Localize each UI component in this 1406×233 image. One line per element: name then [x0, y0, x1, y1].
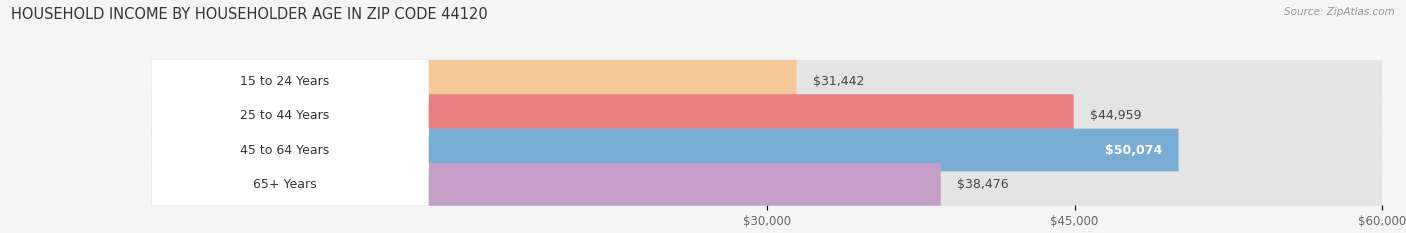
- Text: $38,476: $38,476: [957, 178, 1008, 191]
- Text: HOUSEHOLD INCOME BY HOUSEHOLDER AGE IN ZIP CODE 44120: HOUSEHOLD INCOME BY HOUSEHOLDER AGE IN Z…: [11, 7, 488, 22]
- Text: Source: ZipAtlas.com: Source: ZipAtlas.com: [1284, 7, 1395, 17]
- Text: 25 to 44 Years: 25 to 44 Years: [240, 109, 329, 122]
- FancyBboxPatch shape: [152, 94, 1074, 137]
- FancyBboxPatch shape: [152, 129, 1178, 171]
- Text: $50,074: $50,074: [1105, 144, 1163, 157]
- FancyBboxPatch shape: [152, 60, 429, 103]
- FancyBboxPatch shape: [152, 94, 429, 137]
- Text: $31,442: $31,442: [813, 75, 865, 88]
- FancyBboxPatch shape: [152, 163, 1382, 206]
- FancyBboxPatch shape: [152, 129, 1382, 171]
- FancyBboxPatch shape: [152, 163, 429, 206]
- Text: 65+ Years: 65+ Years: [253, 178, 316, 191]
- FancyBboxPatch shape: [152, 60, 797, 103]
- FancyBboxPatch shape: [152, 94, 1382, 137]
- FancyBboxPatch shape: [152, 60, 1382, 103]
- FancyBboxPatch shape: [152, 129, 429, 171]
- Text: 15 to 24 Years: 15 to 24 Years: [240, 75, 329, 88]
- Text: $44,959: $44,959: [1090, 109, 1142, 122]
- Text: 45 to 64 Years: 45 to 64 Years: [240, 144, 329, 157]
- FancyBboxPatch shape: [152, 163, 941, 206]
